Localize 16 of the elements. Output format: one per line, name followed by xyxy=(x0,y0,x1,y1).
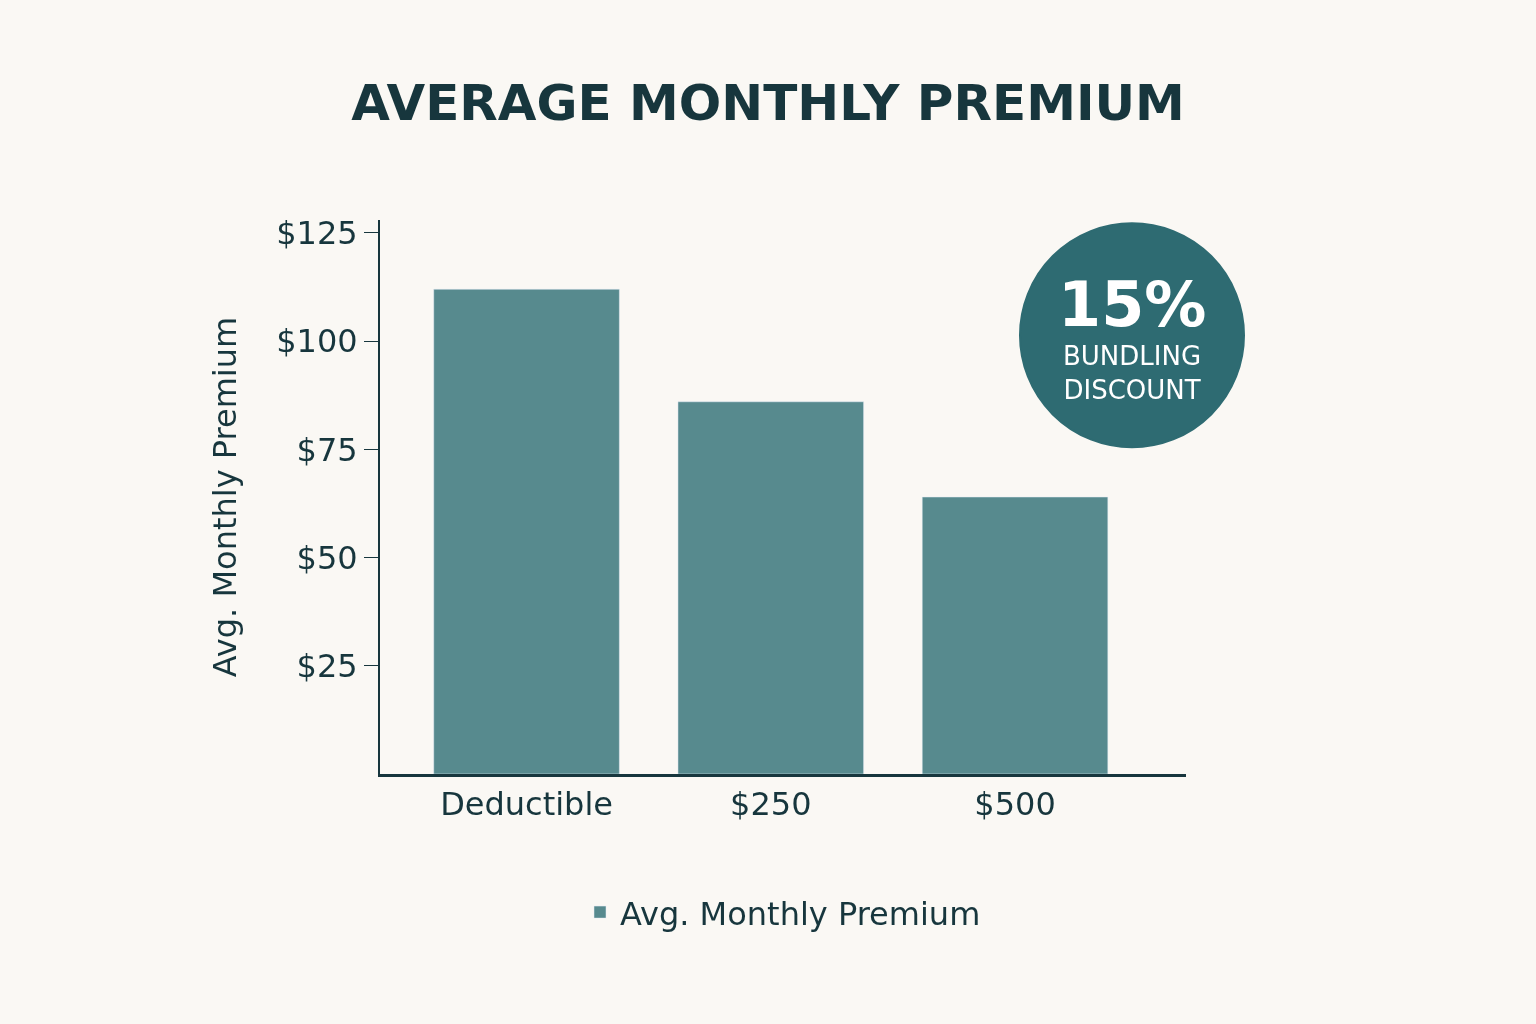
annotation: 15% xyxy=(1058,268,1207,341)
y-tick-label: $75 xyxy=(296,430,358,469)
chart-title: AVERAGE MONTHLY PREMIUM xyxy=(351,73,1185,132)
legend-label: Avg. Monthly Premium xyxy=(620,894,981,933)
y-tick-label: $100 xyxy=(276,322,358,361)
x-tick-label: Deductible xyxy=(440,785,613,824)
bar xyxy=(433,289,620,774)
y-tick-label: $125 xyxy=(276,214,358,253)
y-tick-label: $50 xyxy=(296,538,358,577)
y-axis-title: Avg. Monthly Premium xyxy=(205,316,244,678)
annotation: BUNDLING DISCOUNT xyxy=(1063,341,1202,405)
y-tick-label: $25 xyxy=(296,647,358,685)
bar xyxy=(677,401,864,774)
bar xyxy=(921,496,1109,774)
x-tick-label: $500 xyxy=(974,785,1056,824)
x-tick-label: $250 xyxy=(730,785,812,824)
